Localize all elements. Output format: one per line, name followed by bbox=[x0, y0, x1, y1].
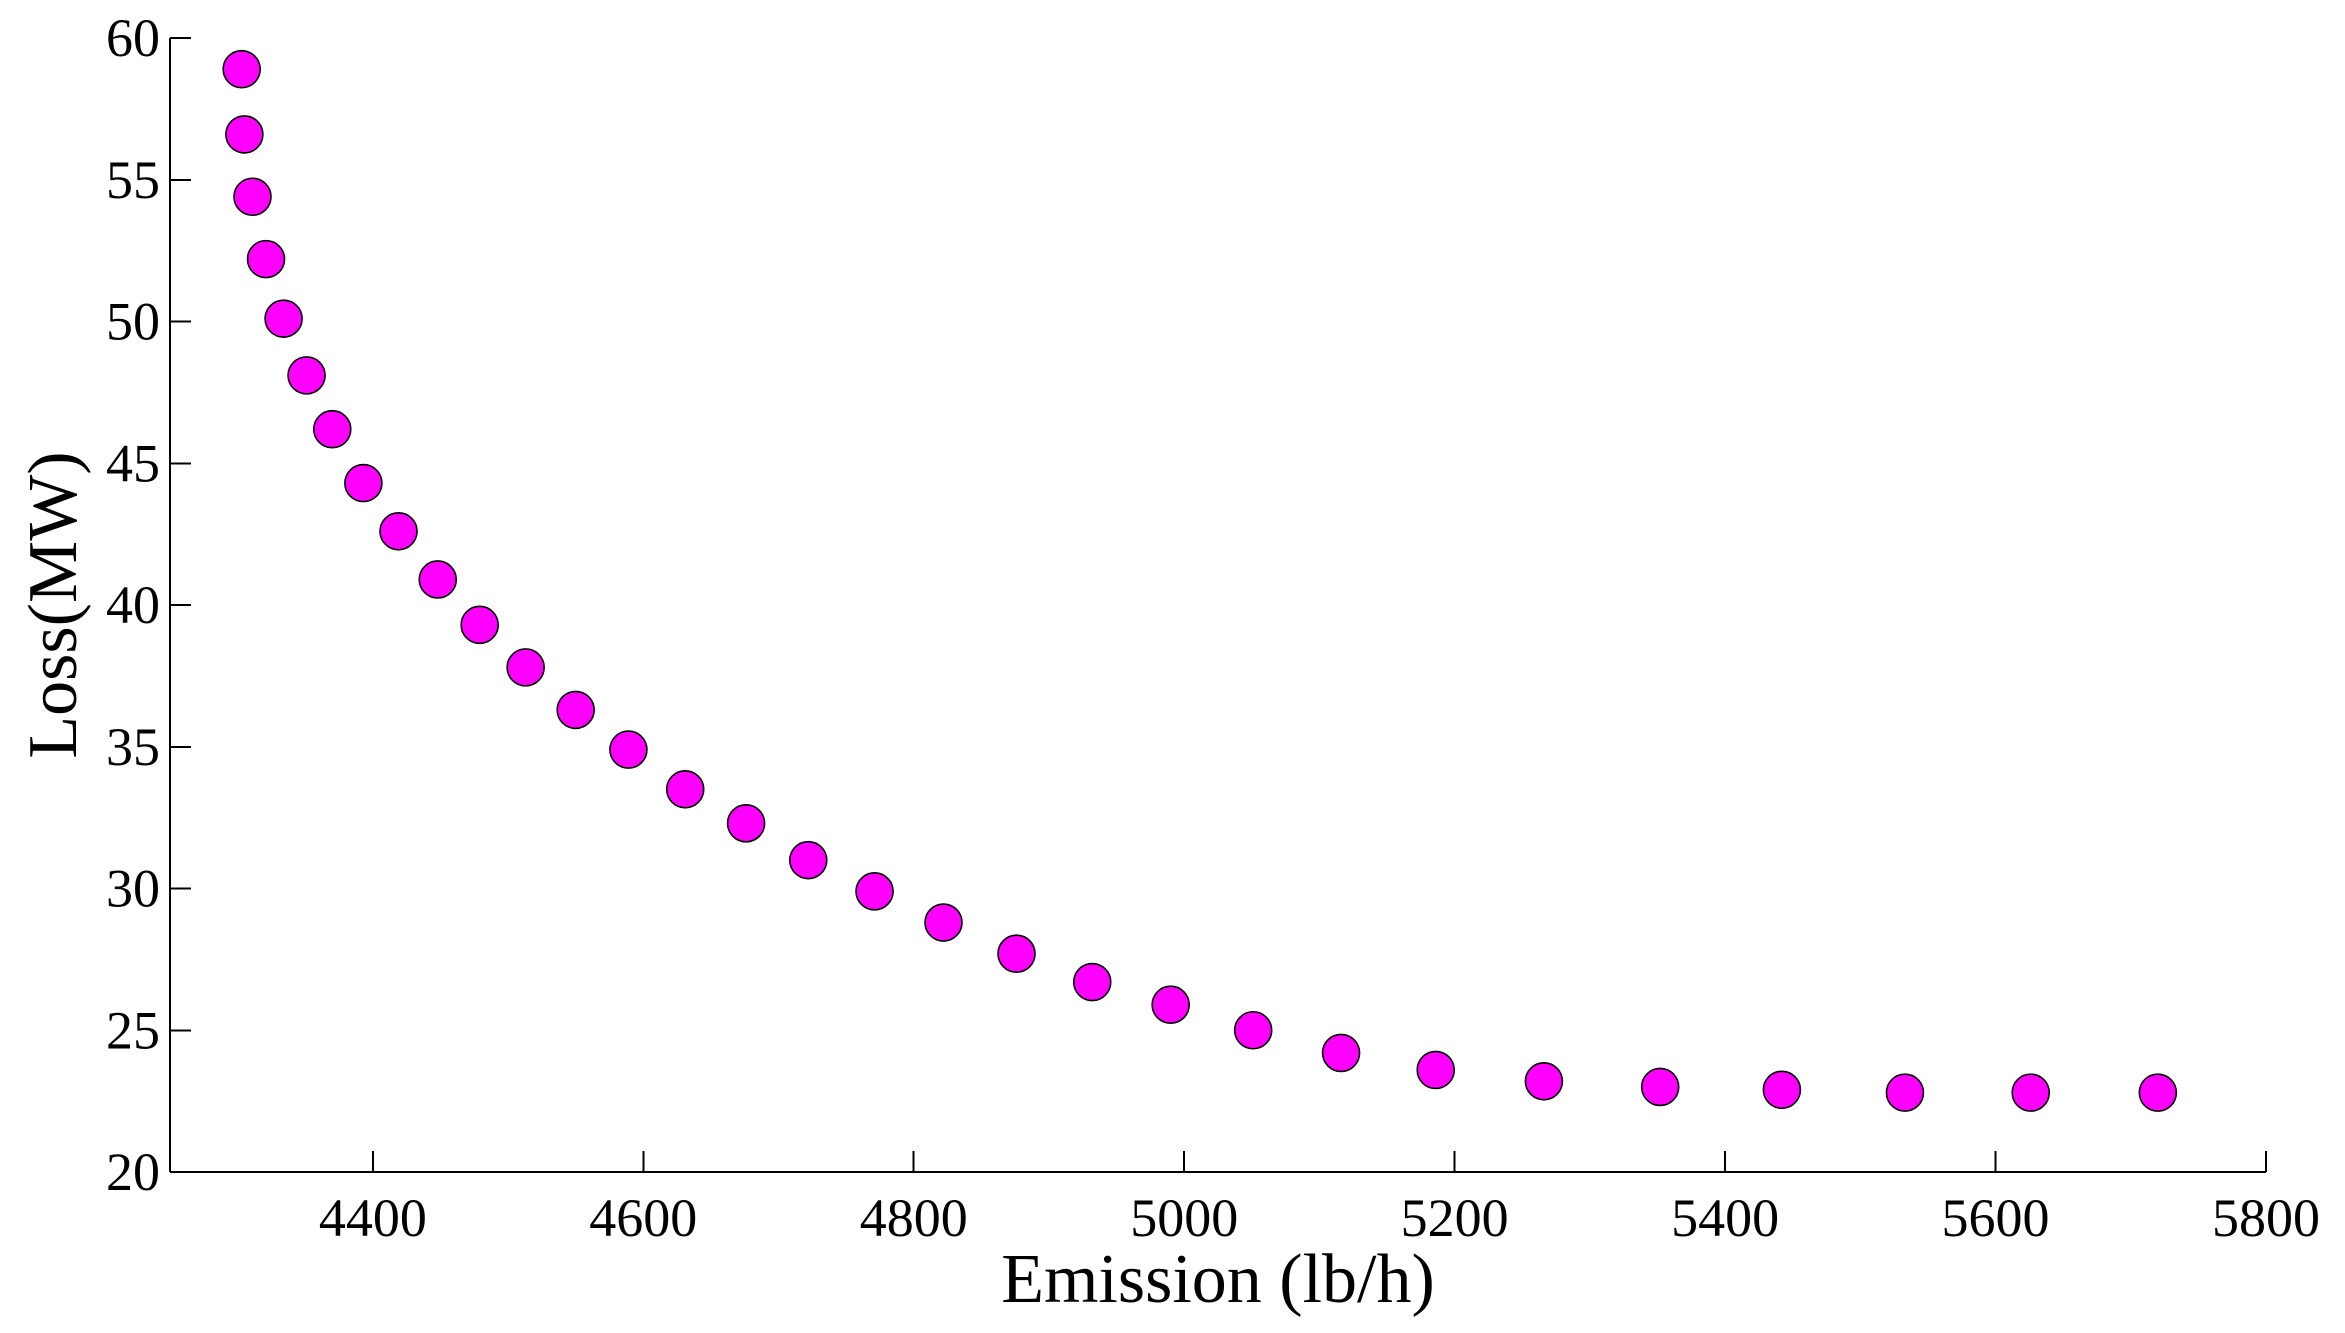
data-point-marker bbox=[1072, 962, 1112, 1002]
x-tick-label: 5200 bbox=[1401, 1188, 1509, 1248]
x-tick-label: 5400 bbox=[1671, 1188, 1779, 1248]
x-tick-label: 5800 bbox=[2212, 1188, 2320, 1248]
data-point-marker bbox=[344, 463, 383, 503]
data-point-marker bbox=[312, 409, 352, 449]
data-point-marker bbox=[2011, 1073, 2051, 1112]
data-point-marker bbox=[1321, 1033, 1361, 1073]
data-point-marker bbox=[1640, 1067, 1680, 1107]
x-tick-label: 5000 bbox=[1130, 1188, 1238, 1248]
y-tick-label: 25 bbox=[106, 1000, 160, 1060]
data-point-marker bbox=[997, 934, 1036, 974]
data-point-marker bbox=[1416, 1050, 1456, 1090]
y-tick-label: 60 bbox=[106, 8, 160, 68]
data-point-marker bbox=[1524, 1061, 1564, 1101]
data-point-marker bbox=[225, 115, 264, 154]
x-axis-ticks: 4400 4600 4800 5000 5200 5400 5600 5800 bbox=[319, 1151, 2320, 1248]
y-tick-label: 40 bbox=[106, 575, 160, 635]
data-point-marker bbox=[855, 872, 894, 911]
data-point-marker bbox=[379, 511, 418, 551]
y-tick-label: 45 bbox=[106, 433, 160, 493]
x-axis-title: Emission (lb/h) bbox=[1001, 1241, 1435, 1318]
x-tick-label: 5600 bbox=[1942, 1188, 2050, 1248]
data-point-marker bbox=[264, 299, 303, 338]
x-tick-label: 4400 bbox=[319, 1188, 427, 1248]
data-points bbox=[222, 49, 2178, 1112]
data-point-marker bbox=[1233, 1010, 1273, 1050]
y-tick-label: 50 bbox=[106, 292, 160, 352]
data-point-marker bbox=[506, 648, 545, 687]
y-axis-title: Loss(MW) bbox=[15, 451, 92, 758]
data-point-marker bbox=[1151, 985, 1190, 1025]
data-point-marker bbox=[222, 49, 261, 89]
x-tick-label: 4600 bbox=[589, 1188, 697, 1248]
data-point-marker bbox=[1762, 1070, 1802, 1110]
y-tick-label: 30 bbox=[106, 859, 160, 919]
data-point-marker bbox=[2138, 1073, 2178, 1112]
data-point-marker bbox=[233, 177, 272, 217]
data-point-marker bbox=[418, 560, 458, 599]
y-axis-ticks: 20 25 30 35 40 45 50 55 60 bbox=[106, 8, 191, 1202]
data-point-marker bbox=[1885, 1073, 1925, 1112]
y-tick-label: 55 bbox=[106, 150, 160, 210]
x-tick-label: 4800 bbox=[860, 1188, 968, 1248]
data-point-marker bbox=[556, 690, 595, 730]
y-tick-label: 20 bbox=[106, 1142, 160, 1202]
data-point-marker bbox=[924, 903, 963, 942]
data-point-marker bbox=[460, 605, 499, 645]
data-point-marker bbox=[246, 239, 286, 279]
data-point-marker bbox=[726, 803, 766, 843]
data-point-marker bbox=[665, 769, 705, 809]
data-point-marker bbox=[788, 840, 828, 880]
y-tick-label: 35 bbox=[106, 717, 160, 777]
data-point-marker bbox=[609, 730, 648, 769]
data-point-marker bbox=[287, 356, 326, 395]
